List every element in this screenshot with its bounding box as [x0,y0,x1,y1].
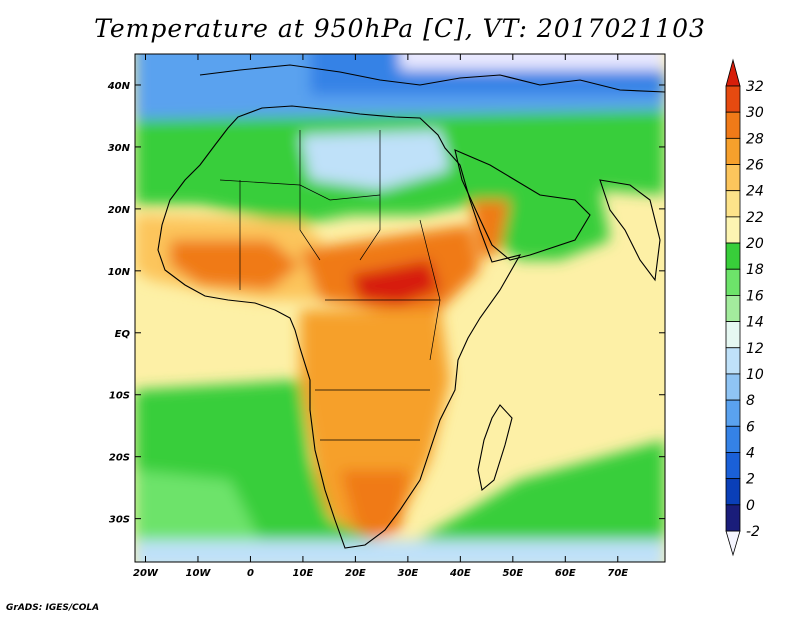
colorbar-label: 28 [746,131,764,147]
lon-tick-label: 0 [247,568,254,579]
field-red-sea-warm [470,200,510,260]
lat-tick-label: EQ [115,329,131,340]
colorbar-swatch [725,242,741,270]
colorbar-label: 8 [746,393,755,409]
colorbar-swatch [725,85,741,113]
lon-tick-label: 30E [397,568,418,579]
colorbar-label: 14 [746,315,764,331]
colorbar-swatch [725,478,741,506]
madagascar-coastline [477,404,513,492]
lat-tick-label: 30S [109,515,130,526]
lat-tick-label: 10N [108,267,131,278]
field-arctic-pale [400,54,665,70]
colorbar-swatch [725,295,741,322]
colorbar-swatch [725,452,741,480]
colorbar-label: 6 [746,419,755,435]
colorbar-swatch [725,373,741,401]
lon-tick-label: 60E [555,568,576,579]
india-coastline [599,179,661,282]
lat-tick-label: 40N [107,81,131,92]
colorbar-swatch [725,164,741,192]
colorbar-label: 16 [746,288,764,304]
field-south-warm [300,310,450,545]
colorbar-label: -2 [746,524,760,540]
colorbar-swatch [725,268,741,296]
colorbar-label: 18 [746,262,764,278]
lon-tick-label: 20W [133,568,159,579]
lon-tick-label: 70E [607,568,628,579]
border-line [359,130,381,261]
field-southern-ocean [135,380,665,562]
lon-tick-label: 10W [185,568,211,579]
border-line [219,179,381,201]
africa-coastline [157,105,522,549]
lat-tick-label: 20N [108,205,131,216]
colorbar-swatch [725,111,741,139]
colorbar-label: 12 [746,341,764,357]
country-borders [219,130,441,441]
lon-tick-label: 50E [502,568,523,579]
border-line [299,130,321,261]
colorbar-swatch [725,425,741,453]
map-title: Temperature at 950hPa [C], VT: 201702110… [94,14,706,43]
colorbar-swatch [725,321,741,349]
colorbar-bottom-arrow [725,530,741,557]
field-south-tip-hot [340,470,410,545]
colorbar-label: 32 [746,79,764,95]
colorbar-swatch [725,216,741,244]
lon-tick-label: 10E [293,568,314,579]
lon-tick-label: 20E [345,568,366,579]
colorbar-swatch [725,137,741,165]
colorbar-label: 20 [746,236,764,252]
field-far-south-cool [135,540,665,562]
latitude-axis: 40N 30N 20N 10N EQ 10S 20S 30S [107,81,665,526]
colorbar-label: 24 [746,184,764,200]
arabia-coastline [454,149,591,261]
colorbar-swatch [725,399,741,427]
colorbar-label: 4 [746,445,755,461]
colorbar-label: 10 [746,367,764,383]
coastlines [157,64,665,549]
lat-tick-label: 30N [108,143,131,154]
lat-tick-label: 20S [109,453,130,464]
europe-coastline [199,64,665,93]
colorbar-label: 22 [746,210,764,226]
border-line [419,219,441,361]
plot-frame [134,53,666,563]
colorbar-label: 26 [746,158,764,174]
temperature-field [135,54,665,562]
longitude-axis: 20W 10W 0 10E 20E 30E 40E 50E 60E 70E [133,54,628,579]
field-west-hot [170,240,300,290]
grads-credit: GrADS: IGES/COLA [6,603,100,613]
colorbar-swatch [725,347,741,375]
lon-tick-label: 40E [449,568,471,579]
colorbar-label: 0 [746,498,755,514]
colorbar-top-arrow [725,58,741,87]
colorbar-label: 30 [746,105,764,121]
colorbar-swatch [725,190,741,218]
field-sahara-cool [300,130,450,190]
colorbar-label: 2 [746,472,755,488]
field-central-hottest [350,260,440,305]
colorbar-swatch [725,504,741,532]
lat-tick-label: 10S [109,391,130,402]
field-south-atlantic [135,470,260,562]
